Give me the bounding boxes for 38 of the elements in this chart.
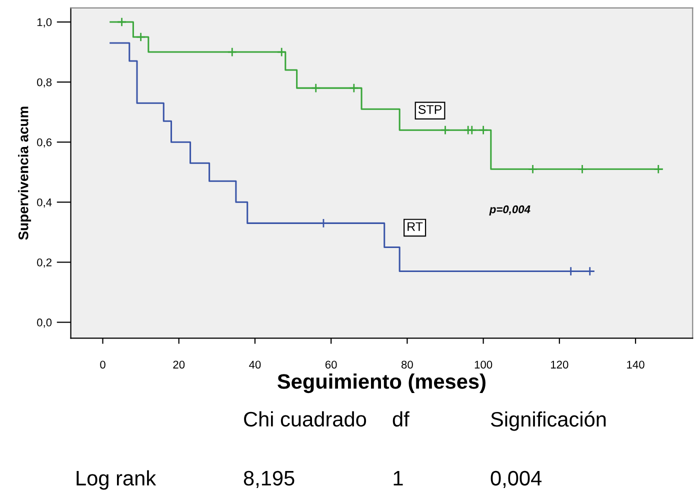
text: Significación [490,411,606,431]
point [467,125,477,135]
text: Chi cuadrado [244,411,366,427]
point [349,83,359,93]
y-axis-title: Supervivencia acum [18,106,32,240]
text: Log rank [76,470,156,490]
point [116,17,127,27]
point [276,47,286,57]
point [577,164,588,174]
annotation: p=0,004 [489,205,530,216]
y-tick-label: 1,0 [37,18,52,28]
text: 8,195 [244,470,294,488]
point [440,125,450,135]
y-tick-label: 0,2 [37,258,52,268]
series-label: STP [418,105,442,114]
y-tick-label: 0,4 [37,198,52,208]
point [227,47,238,57]
point [311,83,321,93]
point [528,164,538,174]
y-tick-label: 0,8 [37,78,52,88]
x-tick-label: 120 [550,360,568,369]
text: 0,004 [490,470,542,488]
x-tick-label: 100 [474,360,492,369]
y-tick-label: 0,6 [37,138,52,148]
point [478,125,488,135]
point [654,164,664,174]
series-label: RT [408,222,423,231]
x-tick-label: 0 [100,360,106,369]
x-tick-label: 80 [402,360,413,369]
point [136,32,146,42]
x-tick-label: 60 [325,360,337,369]
x-tick-label: 140 [627,360,644,369]
y-tick-label: 0,0 [37,318,52,328]
x-tick-label: 40 [249,360,261,369]
text: 1 [394,471,403,486]
text: df [392,411,410,427]
x-tick-label: 20 [173,360,185,369]
x-axis-title: Seguimiento (meses) [278,374,486,394]
